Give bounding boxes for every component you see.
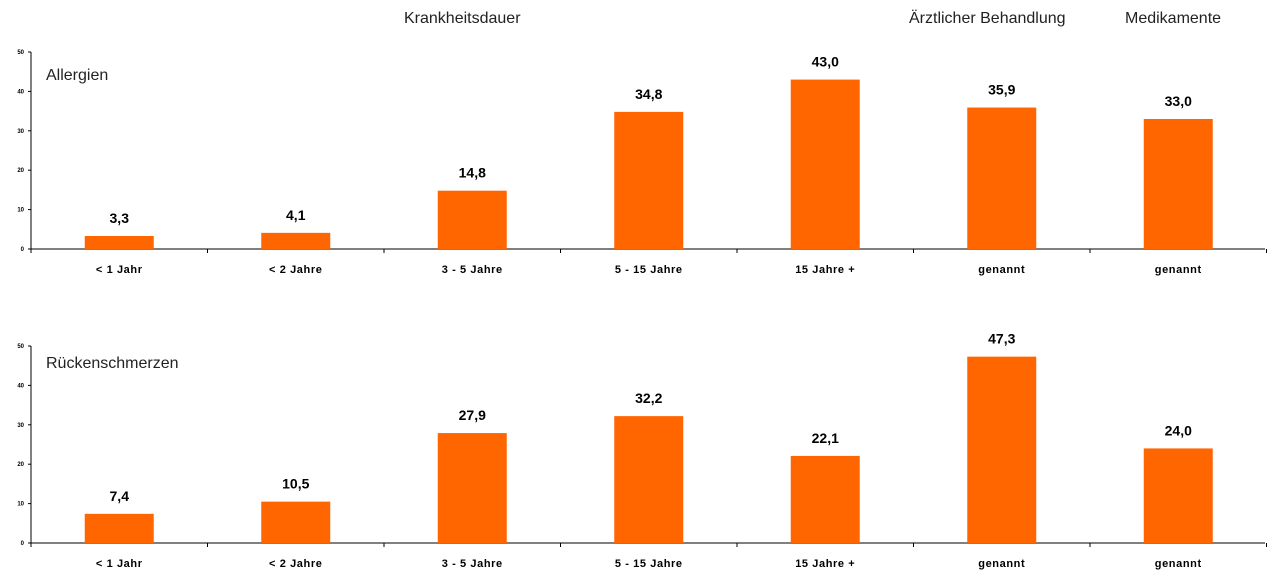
category-label: 3 - 5 Jahre	[442, 264, 503, 276]
y-tick-label: 0	[21, 541, 25, 547]
chart-title: Rückenschmerzen	[46, 355, 179, 372]
value-label: 47,3	[988, 331, 1015, 347]
value-label: 4,1	[286, 207, 306, 223]
bar	[261, 232, 331, 249]
y-tick-label: 10	[17, 502, 24, 508]
value-label: 3,3	[110, 210, 130, 226]
y-tick-label: 0	[21, 247, 25, 253]
category-label: 5 - 15 Jahre	[615, 558, 683, 570]
y-tick-label: 40	[17, 89, 24, 95]
bar	[790, 79, 860, 249]
bar	[261, 501, 331, 543]
bar	[437, 433, 507, 543]
category-label: genannt	[1155, 264, 1202, 276]
category-label: 3 - 5 Jahre	[442, 558, 503, 570]
bar	[1143, 448, 1213, 543]
bar	[967, 356, 1037, 543]
category-label: 15 Jahre +	[795, 264, 855, 276]
bar	[84, 235, 154, 249]
bar	[437, 190, 507, 249]
value-label: 27,9	[459, 407, 486, 423]
y-tick-label: 50	[17, 344, 24, 350]
y-tick-label: 40	[17, 383, 24, 389]
y-tick-label: 20	[17, 462, 24, 468]
value-label: 14,8	[459, 165, 486, 181]
header-krankheitsdauer: Krankheitsdauer	[404, 10, 521, 27]
value-label: 32,2	[635, 390, 662, 406]
category-label: genannt	[978, 264, 1025, 276]
value-label: 22,1	[812, 430, 839, 446]
bar	[1143, 118, 1213, 249]
y-tick-label: 20	[17, 168, 24, 174]
category-label: genannt	[978, 558, 1025, 570]
value-label: 7,4	[110, 488, 130, 504]
category-label: < 2 Jahre	[269, 558, 322, 570]
y-tick-label: 30	[17, 129, 24, 135]
category-label: 5 - 15 Jahre	[615, 264, 683, 276]
category-label: < 1 Jahr	[96, 558, 143, 570]
category-label: genannt	[1155, 558, 1202, 570]
value-label: 33,0	[1165, 93, 1192, 109]
bar	[614, 111, 684, 249]
y-tick-label: 10	[17, 208, 24, 214]
category-label: 15 Jahre +	[795, 558, 855, 570]
value-label: 34,8	[635, 86, 662, 102]
bar	[614, 416, 684, 543]
bar	[84, 513, 154, 543]
category-label: < 1 Jahr	[96, 264, 143, 276]
category-label: < 2 Jahre	[269, 264, 322, 276]
chart-panel-1: Allergien 0 10 20 30 40 50 3,3 < 1 Jahr 4,1 < 2 Ja…	[17, 50, 1267, 276]
header-medikamente: Medikamente	[1125, 10, 1222, 27]
header-aerztliche-behandlung: Ärztlicher Behandlung	[909, 10, 1066, 27]
value-label: 35,9	[988, 82, 1015, 98]
bar	[967, 107, 1037, 249]
y-tick-label: 50	[17, 50, 24, 56]
value-label: 43,0	[812, 54, 839, 70]
chart-panel-2: Rückenschmerzen 0 10 20 30 40 50 7,4 < 1 Jahr 10,…	[17, 331, 1267, 570]
chart-title: Allergien	[46, 67, 108, 84]
y-tick-label: 30	[17, 423, 24, 429]
value-label: 10,5	[282, 476, 309, 492]
value-label: 24,0	[1165, 422, 1192, 438]
bar	[790, 455, 860, 543]
